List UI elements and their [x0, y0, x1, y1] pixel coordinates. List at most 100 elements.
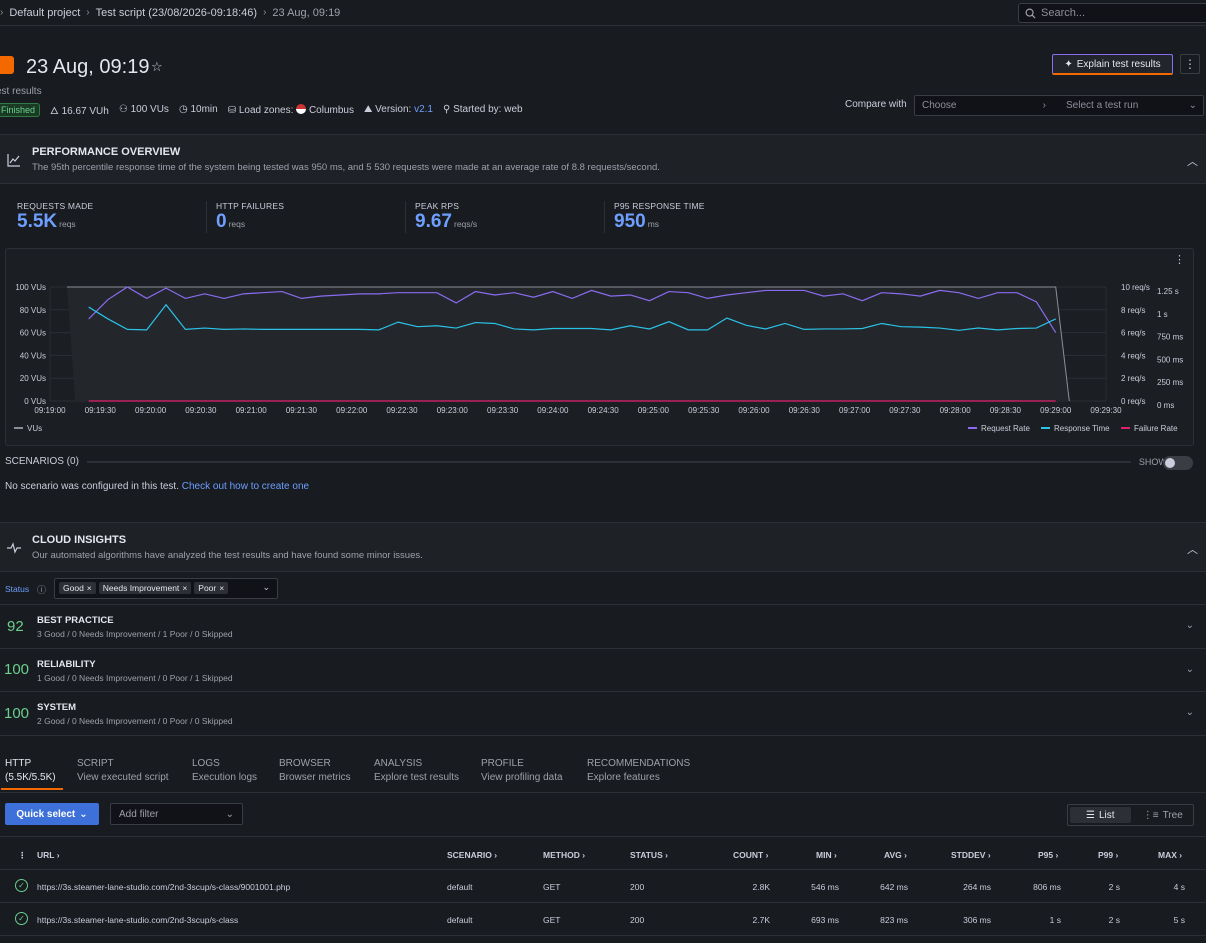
table-row[interactable]: ✓ https://3s.steamer-lane-studio.com/2nd…	[0, 903, 1206, 936]
chevron-down-icon[interactable]: ⌄	[262, 582, 270, 592]
cell-avg: 823 ms	[880, 915, 908, 925]
insight-score: 100	[4, 705, 30, 722]
breadcrumb-project[interactable]: Default project	[9, 6, 81, 19]
col-scenario[interactable]: SCENARIO ›	[447, 850, 498, 860]
top-bar: › Default project › Test script (23/08/2…	[0, 0, 1206, 26]
status-badge: Finished	[0, 102, 41, 117]
tab-logs[interactable]: LOGS Execution logs	[192, 758, 258, 783]
chevron-down-icon[interactable]: ⌄	[1185, 707, 1194, 718]
col-url[interactable]: URL ›	[37, 850, 60, 860]
cell-count: 2.8K	[752, 882, 771, 892]
chip-poor[interactable]: Poor ×	[194, 582, 229, 594]
more-options-icon[interactable]: ⋮	[1180, 54, 1200, 74]
col-count[interactable]: COUNT ›	[733, 850, 769, 860]
insight-detail: 1 Good / 0 Needs Improvement / 0 Poor / …	[37, 673, 233, 683]
col-stddev[interactable]: STDDEV ›	[951, 850, 991, 860]
x-axis-tick-label: 09:19:30	[85, 406, 117, 415]
cell-min: 693 ms	[811, 915, 839, 925]
quick-select-button[interactable]: Quick select ⌄	[5, 803, 99, 825]
insight-best-practice[interactable]: 92 BEST PRACTICE 3 Good / 0 Needs Improv…	[0, 604, 1206, 648]
stat-unit: reqs	[228, 219, 246, 229]
column-menu-icon[interactable]: ⋮	[18, 850, 27, 860]
version-link[interactable]: v2.1	[414, 104, 433, 115]
view-switcher: ☰ List ⋮≡ Tree	[1067, 804, 1194, 826]
status-multiselect[interactable]: Good × Needs Improvement × Poor × ⌄	[54, 578, 278, 599]
chevron-down-icon[interactable]: ⌄	[1185, 620, 1194, 631]
duration-stat: ◷ 10min	[178, 104, 218, 115]
tab-profile[interactable]: PROFILE View profiling data	[481, 758, 563, 783]
version-info: ⛰ Version: v2.1	[363, 104, 433, 115]
x-axis-tick-label: 09:29:00	[1040, 406, 1072, 415]
close-icon[interactable]: ×	[219, 583, 225, 593]
y-axis-tick-label: 20 VUs	[20, 374, 46, 383]
load-zones: ⛁ Load zones: Columbus	[227, 103, 354, 116]
compare-selector[interactable]: Choose › Select a test run ⌄	[914, 95, 1204, 116]
col-min[interactable]: MIN ›	[816, 850, 837, 860]
x-axis-tick-label: 09:21:00	[236, 406, 268, 415]
col-method[interactable]: METHOD ›	[543, 850, 586, 860]
col-p99[interactable]: P99 ›	[1098, 850, 1119, 860]
col-status[interactable]: STATUS ›	[630, 850, 668, 860]
x-axis-tick-label: 09:26:00	[738, 406, 770, 415]
explain-test-results-button[interactable]: ✦ Explain test results	[1052, 54, 1173, 75]
page-header: 23 Aug, 09:19 ☆ est results ✦ Explain te…	[0, 26, 1206, 134]
breadcrumb-run: 23 Aug, 09:19	[272, 6, 341, 19]
col-max[interactable]: MAX ›	[1158, 850, 1183, 860]
star-icon[interactable]: ☆	[151, 59, 163, 74]
x-axis-tick-label: 09:23:30	[487, 406, 519, 415]
breadcrumb-chevron-icon: ›	[86, 7, 90, 18]
cell-p99: 2 s	[1108, 882, 1120, 892]
stat-label: HTTP FAILURES	[216, 201, 285, 211]
list-icon: ☰	[1085, 809, 1095, 821]
close-icon[interactable]: ×	[86, 583, 92, 593]
table-row[interactable]: ✓ https://3s.steamer-lane-studio.com/2nd…	[0, 870, 1206, 903]
performance-title: PERFORMANCE OVERVIEW	[32, 146, 181, 158]
x-axis-tick-label: 09:29:30	[1090, 406, 1122, 415]
col-avg[interactable]: AVG ›	[884, 850, 907, 860]
vuh-stat: 🜂 16.67 VUh	[50, 106, 109, 117]
search-input[interactable]	[1041, 7, 1201, 19]
y-axis-rate-tick-label: 2 req/s	[1121, 374, 1145, 383]
y-axis-rate-tick-label: 8 req/s	[1121, 306, 1145, 315]
check-circle-icon: ✓	[15, 912, 28, 925]
cloud-insights-title: CLOUD INSIGHTS	[32, 534, 127, 546]
create-scenario-link[interactable]: Check out how to create one	[181, 481, 310, 492]
tab-http[interactable]: HTTP (5.5K/5.5K)	[1, 758, 63, 790]
tab-browser[interactable]: BROWSER Browser metrics	[279, 758, 351, 783]
tree-view-button[interactable]: ⋮≡ Tree	[1142, 809, 1183, 821]
chevron-down-icon: ⌄	[225, 808, 234, 820]
show-scenarios-toggle[interactable]	[1163, 456, 1193, 470]
breadcrumb-script[interactable]: Test script (23/08/2026-09:18:46)	[95, 6, 258, 19]
no-scenario-text: No scenario was configured in this test.	[5, 481, 179, 492]
tab-analysis[interactable]: ANALYSIS Explore test results	[374, 758, 460, 783]
chevron-up-icon[interactable]: ︿	[1187, 544, 1198, 556]
chip-needs-improvement[interactable]: Needs Improvement ×	[98, 582, 192, 594]
y-axis-time-tick-label: 1 s	[1157, 310, 1168, 319]
clock-icon: ◷	[178, 104, 188, 115]
tab-recommendations[interactable]: RECOMMENDATIONS Explore features	[587, 758, 691, 783]
y-axis-time-tick-label: 1.25 s	[1157, 287, 1179, 296]
stat-unit: reqs/s	[453, 219, 478, 229]
cell-stddev: 264 ms	[963, 882, 991, 892]
cloud-insights-header[interactable]: CLOUD INSIGHTS Our automated algorithms …	[0, 522, 1206, 572]
insight-reliability[interactable]: 100 RELIABILITY 1 Good / 0 Needs Improve…	[0, 648, 1206, 692]
col-p95[interactable]: P95 ›	[1038, 850, 1059, 860]
tab-script[interactable]: SCRIPT View executed script	[77, 758, 169, 783]
performance-overview-header[interactable]: PERFORMANCE OVERVIEW The 95th percentile…	[0, 134, 1206, 184]
search-box[interactable]	[1018, 3, 1206, 23]
performance-stats: REQUESTS MADE 5.5K reqs HTTP FAILURES 0 re…	[0, 193, 1206, 237]
cell-p95: 806 ms	[1033, 882, 1061, 892]
chip-good[interactable]: Good ×	[59, 582, 96, 594]
compare-test-run-select[interactable]: Select a test run ⌄	[1066, 100, 1197, 111]
chevron-up-icon[interactable]: ︿	[1187, 156, 1198, 168]
list-view-button[interactable]: ☰ List	[1070, 807, 1131, 823]
insight-system[interactable]: 100 SYSTEM 2 Good / 0 Needs Improvement …	[0, 691, 1206, 735]
compare-choose-select[interactable]: Choose ›	[922, 100, 1047, 111]
close-icon[interactable]: ×	[182, 583, 188, 593]
x-axis-tick-label: 09:19:00	[34, 406, 66, 415]
chevron-down-icon[interactable]: ⌄	[1185, 664, 1194, 675]
series-line-response-time	[88, 303, 1056, 331]
chart-menu-icon[interactable]: ⋮	[1174, 254, 1185, 266]
add-filter-select[interactable]: Add filter ⌄	[110, 803, 243, 825]
x-axis-tick-label: 09:27:00	[839, 406, 871, 415]
